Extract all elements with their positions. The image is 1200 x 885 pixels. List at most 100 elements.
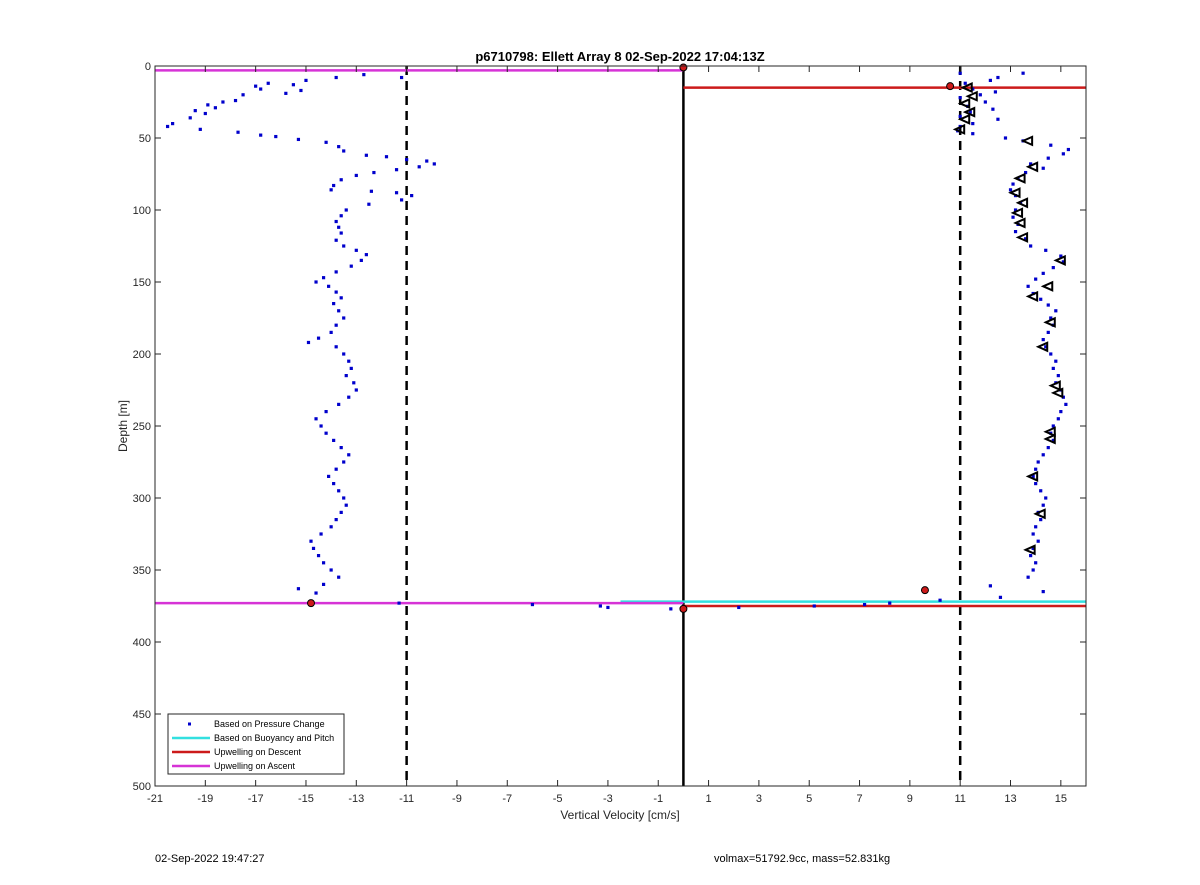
pressure-change-point: [347, 453, 351, 457]
pressure-change-point: [1039, 297, 1043, 301]
x-tick-label: -21: [147, 793, 163, 805]
pressure-change-point: [1034, 467, 1038, 471]
pressure-change-point: [1066, 147, 1070, 152]
pressure-change-point: [339, 296, 343, 300]
triangle-marker: [1010, 207, 1024, 219]
pressure-change-point: [334, 270, 338, 274]
triangle-marker: [1050, 387, 1064, 399]
pressure-change-point: [354, 173, 358, 178]
pressure-change-point: [342, 149, 346, 153]
pressure-change-point: [334, 238, 338, 242]
pressure-change-point: [354, 248, 358, 252]
pressure-change-point: [1018, 201, 1023, 205]
pressure-change-point: [347, 395, 351, 399]
pressure-change-point: [1041, 503, 1045, 507]
pressure-change-point: [1046, 156, 1050, 160]
pressure-change-point: [342, 244, 346, 248]
triangle-marker: [1048, 380, 1061, 392]
pressure-change-point: [165, 124, 170, 129]
pressure-change-point: [349, 264, 353, 268]
legend-box: [167, 713, 345, 775]
pressure-change-point: [1034, 277, 1038, 281]
x-tick-label: -3: [603, 793, 613, 805]
pressure-change-point: [337, 225, 341, 229]
legend-swatch: [188, 722, 191, 726]
pressure-change-point: [958, 71, 962, 75]
pressure-change-point: [394, 168, 399, 172]
x-tick-label: 9: [907, 793, 913, 805]
pressure-change-point: [316, 554, 321, 558]
triangle-marker: [1035, 341, 1049, 353]
axes: p6710798: Ellett Array 8 02-Sep-2022 17:…: [116, 49, 1087, 822]
pressure-change-point: [171, 122, 175, 126]
pressure-change-point: [1031, 474, 1035, 478]
pressure-change-point: [1051, 424, 1055, 428]
pressure-change-point: [332, 438, 336, 442]
x-tick-label: -13: [348, 793, 364, 805]
pressure-change-point: [337, 402, 341, 406]
pressure-change-point: [1041, 338, 1045, 342]
pressure-change-point: [996, 75, 1000, 80]
pressure-change-point: [329, 330, 333, 334]
pressure-change-point: [1041, 453, 1045, 457]
x-tick-label: -19: [197, 793, 213, 805]
pressure-change-point: [306, 340, 311, 345]
pressure-change-point: [372, 170, 376, 175]
pressure-change-point: [1041, 271, 1045, 275]
pressure-change-point: [314, 591, 318, 595]
pressure-change-point: [362, 73, 366, 77]
pressure-change-point: [862, 602, 867, 607]
x-tick-label: 11: [954, 793, 965, 805]
pressure-change-point: [998, 595, 1003, 599]
pressure-change-point: [812, 604, 816, 608]
pressure-change-point: [233, 98, 238, 103]
y-tick-label: 100: [133, 205, 151, 217]
y-tick-label: 150: [133, 277, 151, 289]
legend-label: Based on Pressure Change: [214, 719, 325, 729]
pressure-change-point: [1061, 260, 1065, 264]
pressure-change-point: [316, 336, 321, 340]
pressure-change-point: [432, 162, 436, 166]
y-tick-label: 350: [133, 565, 151, 577]
pressure-change-point: [329, 525, 333, 529]
pressure-change-point: [1059, 254, 1063, 258]
pressure-change-point: [198, 127, 202, 131]
x-tick-label: -11: [399, 793, 414, 805]
pressure-change-point: [1064, 402, 1068, 406]
pressure-change-point: [1041, 166, 1045, 170]
plot-area: [155, 63, 1086, 786]
pressure-change-point: [334, 345, 338, 349]
pressure-change-point: [988, 78, 992, 82]
pressure-change-point: [332, 482, 336, 486]
pressure-change-point: [296, 137, 301, 142]
pressure-change-point: [1031, 532, 1035, 536]
pressure-change-point: [888, 601, 892, 605]
pressure-change-point: [334, 75, 338, 80]
pressure-change-point: [334, 518, 338, 522]
pressure-change-point: [1051, 266, 1055, 270]
triangle-marker: [1023, 544, 1036, 556]
pressure-change-point: [188, 116, 192, 120]
pressure-change-point: [299, 88, 303, 93]
pressure-change-point: [1051, 366, 1055, 370]
triangle-marker: [1043, 426, 1056, 438]
pressure-change-point: [259, 87, 263, 91]
triangle-marker: [957, 97, 971, 109]
pressure-change-point: [291, 83, 295, 87]
x-tick-label: 1: [706, 793, 712, 805]
triangle-marker: [952, 123, 966, 135]
pressure-change-point: [958, 96, 962, 100]
y-tick-label: 200: [133, 349, 151, 361]
x-tick-label: -15: [298, 793, 314, 805]
pressure-change-point: [1056, 417, 1060, 421]
pressure-change-point: [369, 189, 373, 193]
pressure-change-point: [342, 352, 346, 356]
triangle-marker: [1025, 470, 1039, 482]
pressure-change-point: [1003, 136, 1008, 140]
pressure-change-point: [324, 410, 328, 414]
legend-label: Upwelling on Ascent: [214, 761, 296, 771]
triangle-marker: [960, 82, 973, 94]
pressure-change-point: [978, 93, 982, 97]
pressure-change-point: [971, 122, 975, 126]
pressure-change-point: [988, 584, 992, 588]
